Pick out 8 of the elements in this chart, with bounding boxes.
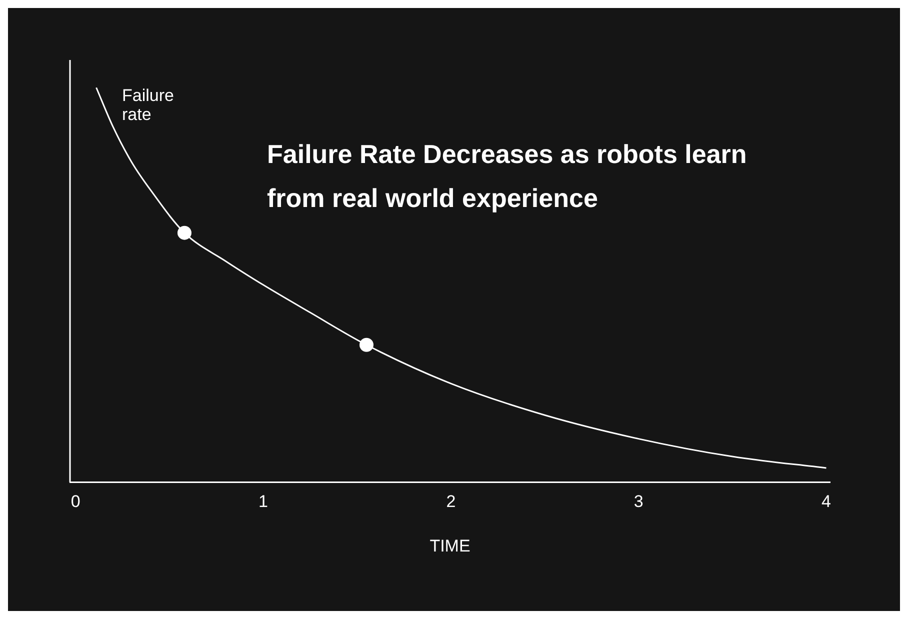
x-tick-label: 0	[70, 492, 80, 512]
text: Failure Rate Decreases as robots learn from real world experience	[267, 139, 747, 214]
y-axis-title: Failure rate	[122, 86, 174, 124]
x-tick-label: 1	[258, 492, 268, 512]
x-tick-label: 4	[822, 492, 831, 512]
x-axis-title: TIME	[430, 536, 470, 556]
x-tick-label: 3	[634, 492, 644, 512]
x-tick-label: 2	[446, 492, 456, 512]
